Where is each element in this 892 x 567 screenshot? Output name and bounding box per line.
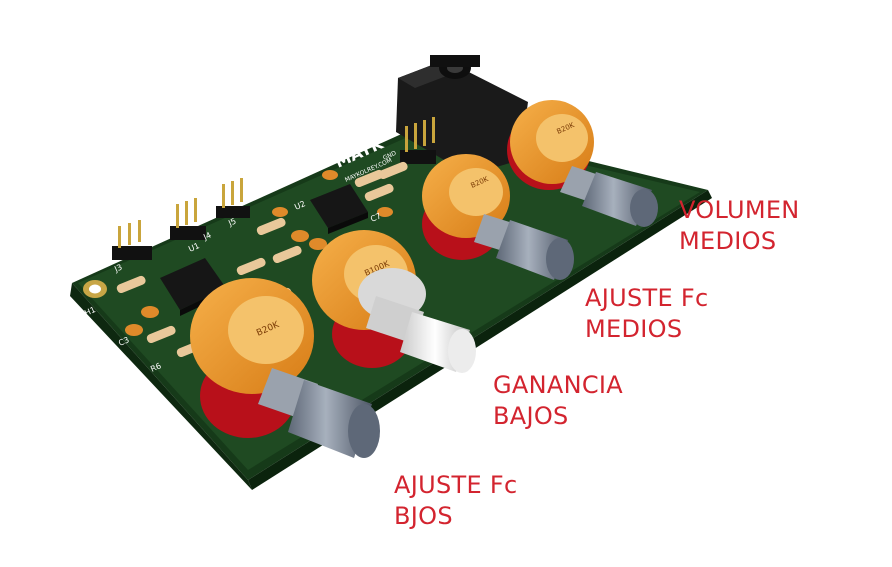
potentiometer-ganancia-bajos: B100K <box>312 230 476 373</box>
label-ajuste-fc-bjos-line1: AJUSTE Fc <box>394 471 518 499</box>
label-ajuste-fc-bjos: AJUSTE Fc BJOS <box>394 470 517 532</box>
pin-header-j3 <box>112 220 152 260</box>
label-ajuste-fc-bjos-line2: BJOS <box>394 502 453 530</box>
silkscreen: MAYK MAYKOLREY.COM GND H1 J3 U1 J4 J5 U2… <box>83 133 398 373</box>
label-ganancia-bajos: GANANCIA BAJOS <box>493 370 623 432</box>
capacitors <box>125 170 393 336</box>
pin-header-j4 <box>170 198 206 240</box>
silk-ref-j5: J5 <box>226 217 237 229</box>
audio-jack <box>396 55 528 175</box>
mounting-hole <box>83 280 107 298</box>
potentiometer-ajuste-fc-bjos: B20K <box>190 278 380 458</box>
potentiometer-ajuste-fc-medios: B20K <box>422 154 574 280</box>
label-ajuste-fc-medios-line1: AJUSTE Fc <box>585 284 709 312</box>
silk-ref-j3: J3 <box>112 263 123 275</box>
label-volumen-medios: VOLUMEN MEDIOS <box>679 195 800 257</box>
silk-ref-c3: C3 <box>117 335 130 348</box>
silk-ref-j4: J4 <box>201 231 212 243</box>
label-ajuste-fc-medios-line2: MEDIOS <box>585 315 683 343</box>
silk-ref-u2: U2 <box>293 199 307 212</box>
pin-header-power <box>400 117 436 164</box>
silk-ref-r6: R6 <box>149 361 162 374</box>
silk-ref-h1: H1 <box>83 305 97 318</box>
label-volumen-medios-line1: VOLUMEN <box>679 196 800 224</box>
pin-header-j5 <box>216 178 250 218</box>
label-volumen-medios-line2: MEDIOS <box>679 227 777 255</box>
potentiometer-volumen-medios: B20K <box>507 100 658 227</box>
label-ganancia-bajos-line2: BAJOS <box>493 402 569 430</box>
silk-ref-u1: U1 <box>187 241 201 254</box>
ic-u2 <box>310 184 368 234</box>
label-ganancia-bajos-line1: GANANCIA <box>493 371 623 399</box>
silk-ref-c7: C7 <box>369 211 382 224</box>
label-ajuste-fc-medios: AJUSTE Fc MEDIOS <box>585 283 708 345</box>
